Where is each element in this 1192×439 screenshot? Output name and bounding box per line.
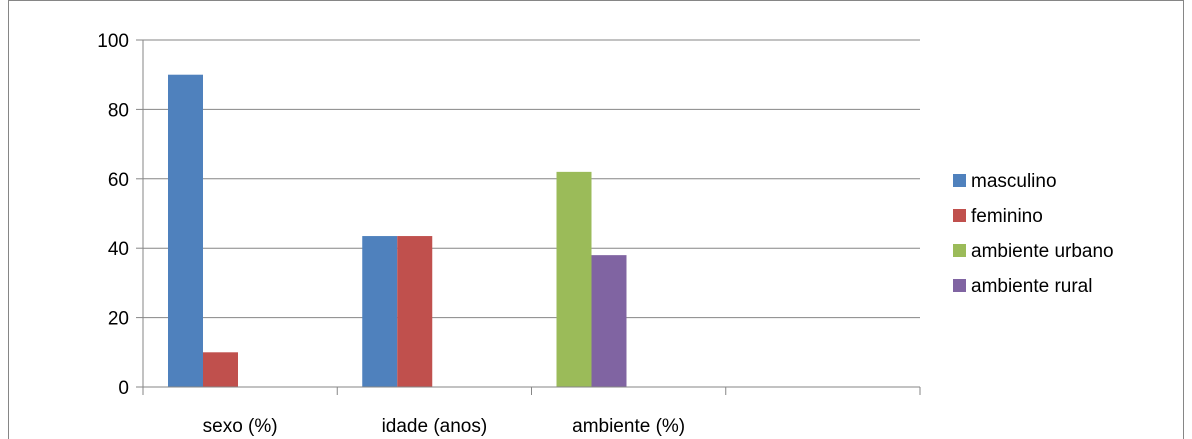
x-category-label: sexo (%) xyxy=(203,416,278,437)
x-category-label: ambiente (%) xyxy=(572,416,685,437)
bar-feminino xyxy=(397,236,433,387)
bar-ambiente-urbano xyxy=(556,171,592,387)
legend-label: ambiente rural xyxy=(971,276,1092,297)
y-axis-ticks: 0 20 40 60 80 100 xyxy=(97,31,143,399)
legend-swatch xyxy=(953,279,966,292)
bars xyxy=(168,74,627,387)
legend-swatch xyxy=(953,209,966,222)
legend-label: masculino xyxy=(971,171,1057,192)
bar-ambiente-rural xyxy=(591,255,627,387)
chart-frame xyxy=(8,0,1184,439)
legend-swatch xyxy=(953,244,966,257)
y-tick-label: 60 xyxy=(108,170,129,191)
y-tick-label: 0 xyxy=(118,378,129,399)
legend-label: ambiente urbano xyxy=(971,241,1114,262)
legend-swatch xyxy=(953,174,966,187)
bar-masculino xyxy=(168,74,203,387)
gridlines xyxy=(143,39,920,388)
bar-feminino xyxy=(203,352,238,387)
y-tick-label: 40 xyxy=(108,239,129,260)
legend: masculino feminino ambiente urbano ambiente… xyxy=(953,171,1114,297)
bar-masculino xyxy=(362,236,398,387)
y-tick-label: 20 xyxy=(108,309,129,330)
y-tick-label: 80 xyxy=(108,100,129,121)
x-axis: sexo (%) idade (anos) ambiente (%) xyxy=(142,40,921,437)
legend-label: feminino xyxy=(971,206,1043,227)
x-category-label: idade (anos) xyxy=(382,416,488,437)
y-tick-label: 100 xyxy=(97,31,129,52)
